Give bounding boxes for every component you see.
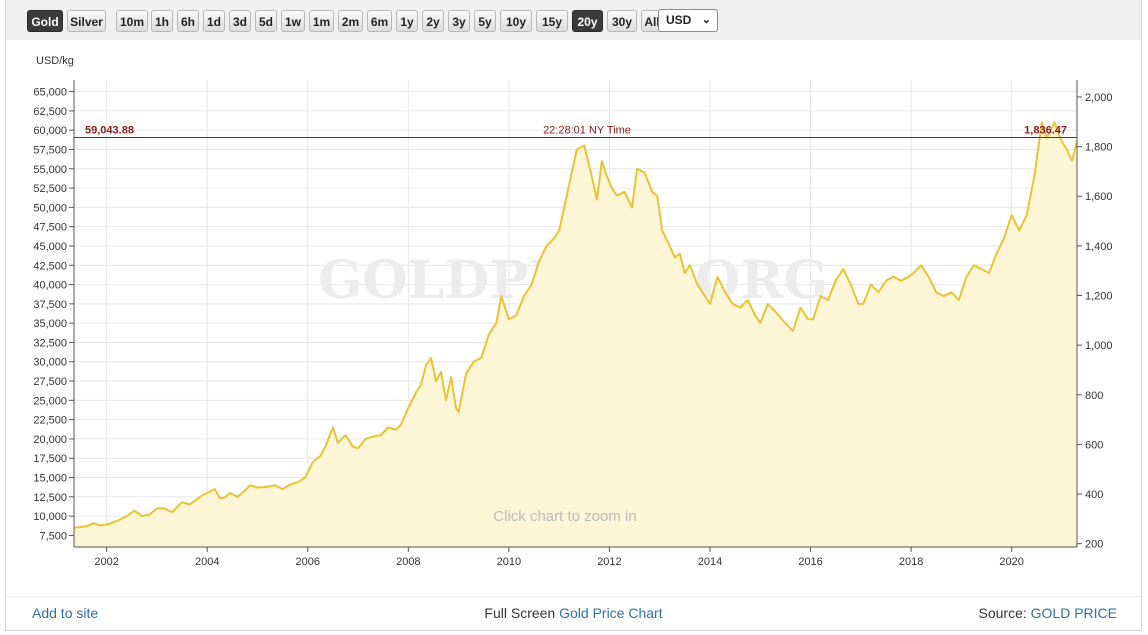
- y-left-tick-label: 12,500: [33, 492, 67, 504]
- range-10y-button[interactable]: 10y: [500, 10, 532, 32]
- y-right-tick-label: 600: [1085, 439, 1103, 451]
- y-left-tick-label: 60,000: [33, 125, 67, 137]
- y-left-tick-label: 25,000: [33, 395, 67, 407]
- y-left-tick-label: 17,500: [33, 453, 67, 465]
- y-left-tick-label: 52,500: [33, 183, 67, 195]
- y-left-tick-label: 62,500: [33, 106, 67, 118]
- range-2y-button[interactable]: 2y: [422, 10, 444, 32]
- footer: Add to site Full Screen Gold Price Chart…: [6, 596, 1141, 631]
- y-left-tick-label: 30,000: [33, 357, 67, 369]
- y-left-tick-label: 55,000: [33, 164, 67, 176]
- x-axis: 2002 2004 2006 2008 2010 2012 2014 2016 2018 2020: [74, 547, 1077, 568]
- current-price-right-label: 1,836.47: [1024, 125, 1067, 137]
- y-right-tick-label: 800: [1085, 390, 1103, 402]
- x-tick-label: 2004: [195, 556, 219, 568]
- chevron-down-icon: ⌄: [702, 13, 711, 26]
- range-6h-button[interactable]: 6h: [177, 10, 199, 32]
- source-link[interactable]: GOLD PRICE: [1031, 605, 1117, 621]
- y-axis-left: 7,500 10,000 12,500 15,000 17,500 20,000 22,50…: [33, 80, 74, 547]
- x-tick-label: 2016: [798, 556, 822, 568]
- currency-select[interactable]: USD ⌄: [658, 9, 718, 32]
- source-prefix: Source:: [979, 605, 1027, 621]
- y-right-tick-label: 1,400: [1085, 241, 1113, 253]
- range-3d-button[interactable]: 3d: [229, 10, 251, 32]
- y-left-tick-label: 50,000: [33, 202, 67, 214]
- range-1w-button[interactable]: 1w: [281, 10, 305, 32]
- x-tick-label: 2012: [597, 556, 621, 568]
- x-tick-label: 2006: [296, 556, 320, 568]
- source-text: Source: GOLD PRICE: [979, 605, 1118, 621]
- y-right-tick-label: 400: [1085, 489, 1103, 501]
- ny-time-label: 22:28:01 NY Time: [543, 125, 631, 137]
- full-screen-prefix: Full Screen: [484, 605, 555, 621]
- full-screen-chart-link[interactable]: Gold Price Chart: [559, 605, 662, 621]
- toolbar: Gold Silver 10m 1h 6h 1d 3d 5d 1w 1m 2m …: [6, 0, 1141, 40]
- y-right-tick-label: 2,000: [1085, 92, 1113, 104]
- y-right-tick-label: 1,200: [1085, 290, 1113, 302]
- y-left-tick-label: 40,000: [33, 280, 67, 292]
- y-left-tick-label: 57,500: [33, 144, 67, 156]
- range-2m-button[interactable]: 2m: [338, 10, 363, 32]
- range-15y-button[interactable]: 15y: [536, 10, 568, 32]
- zoom-hint: Click chart to zoom in: [493, 508, 636, 525]
- x-tick-label: 2018: [899, 556, 923, 568]
- y-left-tick-label: 10,000: [33, 511, 67, 523]
- metal-gold-button[interactable]: Gold: [27, 10, 63, 32]
- y-right-tick-label: 1,600: [1085, 191, 1113, 203]
- y-left-tick-label: 20,000: [33, 434, 67, 446]
- y-left-tick-label: 47,500: [33, 222, 67, 234]
- range-10m-button[interactable]: 10m: [116, 10, 148, 32]
- y-left-tick-label: 35,000: [33, 318, 67, 330]
- y-left-tick-label: 37,500: [33, 299, 67, 311]
- range-6m-button[interactable]: 6m: [367, 10, 392, 32]
- y-left-tick-label: 45,000: [33, 241, 67, 253]
- range-1m-button[interactable]: 1m: [309, 10, 334, 32]
- full-screen-text: Full Screen Gold Price Chart: [6, 605, 1141, 621]
- range-5d-button[interactable]: 5d: [255, 10, 277, 32]
- y-left-tick-label: 42,500: [33, 260, 67, 272]
- price-area: [74, 123, 1077, 548]
- currency-value: USD: [666, 13, 691, 27]
- x-tick-label: 2010: [497, 556, 521, 568]
- x-tick-label: 2020: [999, 556, 1023, 568]
- range-3y-button[interactable]: 3y: [448, 10, 470, 32]
- range-1d-button[interactable]: 1d: [203, 10, 225, 32]
- y-left-tick-label: 15,000: [33, 473, 67, 485]
- y-left-tick-label: 32,500: [33, 337, 67, 349]
- current-price-left-label: 59,043.88: [85, 125, 134, 137]
- unit-label: USD/kg: [36, 55, 74, 67]
- y-left-tick-label: 7,500: [39, 530, 67, 542]
- x-tick-label: 2008: [396, 556, 420, 568]
- range-30y-button[interactable]: 30y: [607, 10, 637, 32]
- range-1y-button[interactable]: 1y: [396, 10, 418, 32]
- y-left-tick-label: 65,000: [33, 87, 67, 99]
- range-20y-button[interactable]: 20y: [572, 10, 603, 32]
- y-axis-right: 200 400 600 800 1,000 1,200 1,400 1,600 1,800 2,0…: [1077, 80, 1113, 551]
- range-5y-button[interactable]: 5y: [474, 10, 496, 32]
- y-right-tick-label: 1,800: [1085, 142, 1113, 154]
- x-tick-label: 2014: [698, 556, 722, 568]
- metal-silver-button[interactable]: Silver: [67, 10, 106, 32]
- x-tick-label: 2002: [94, 556, 118, 568]
- y-left-tick-label: 27,500: [33, 376, 67, 388]
- y-right-tick-label: 200: [1085, 539, 1103, 551]
- range-1h-button[interactable]: 1h: [151, 10, 173, 32]
- y-right-tick-label: 1,000: [1085, 340, 1113, 352]
- y-left-tick-label: 22,500: [33, 415, 67, 427]
